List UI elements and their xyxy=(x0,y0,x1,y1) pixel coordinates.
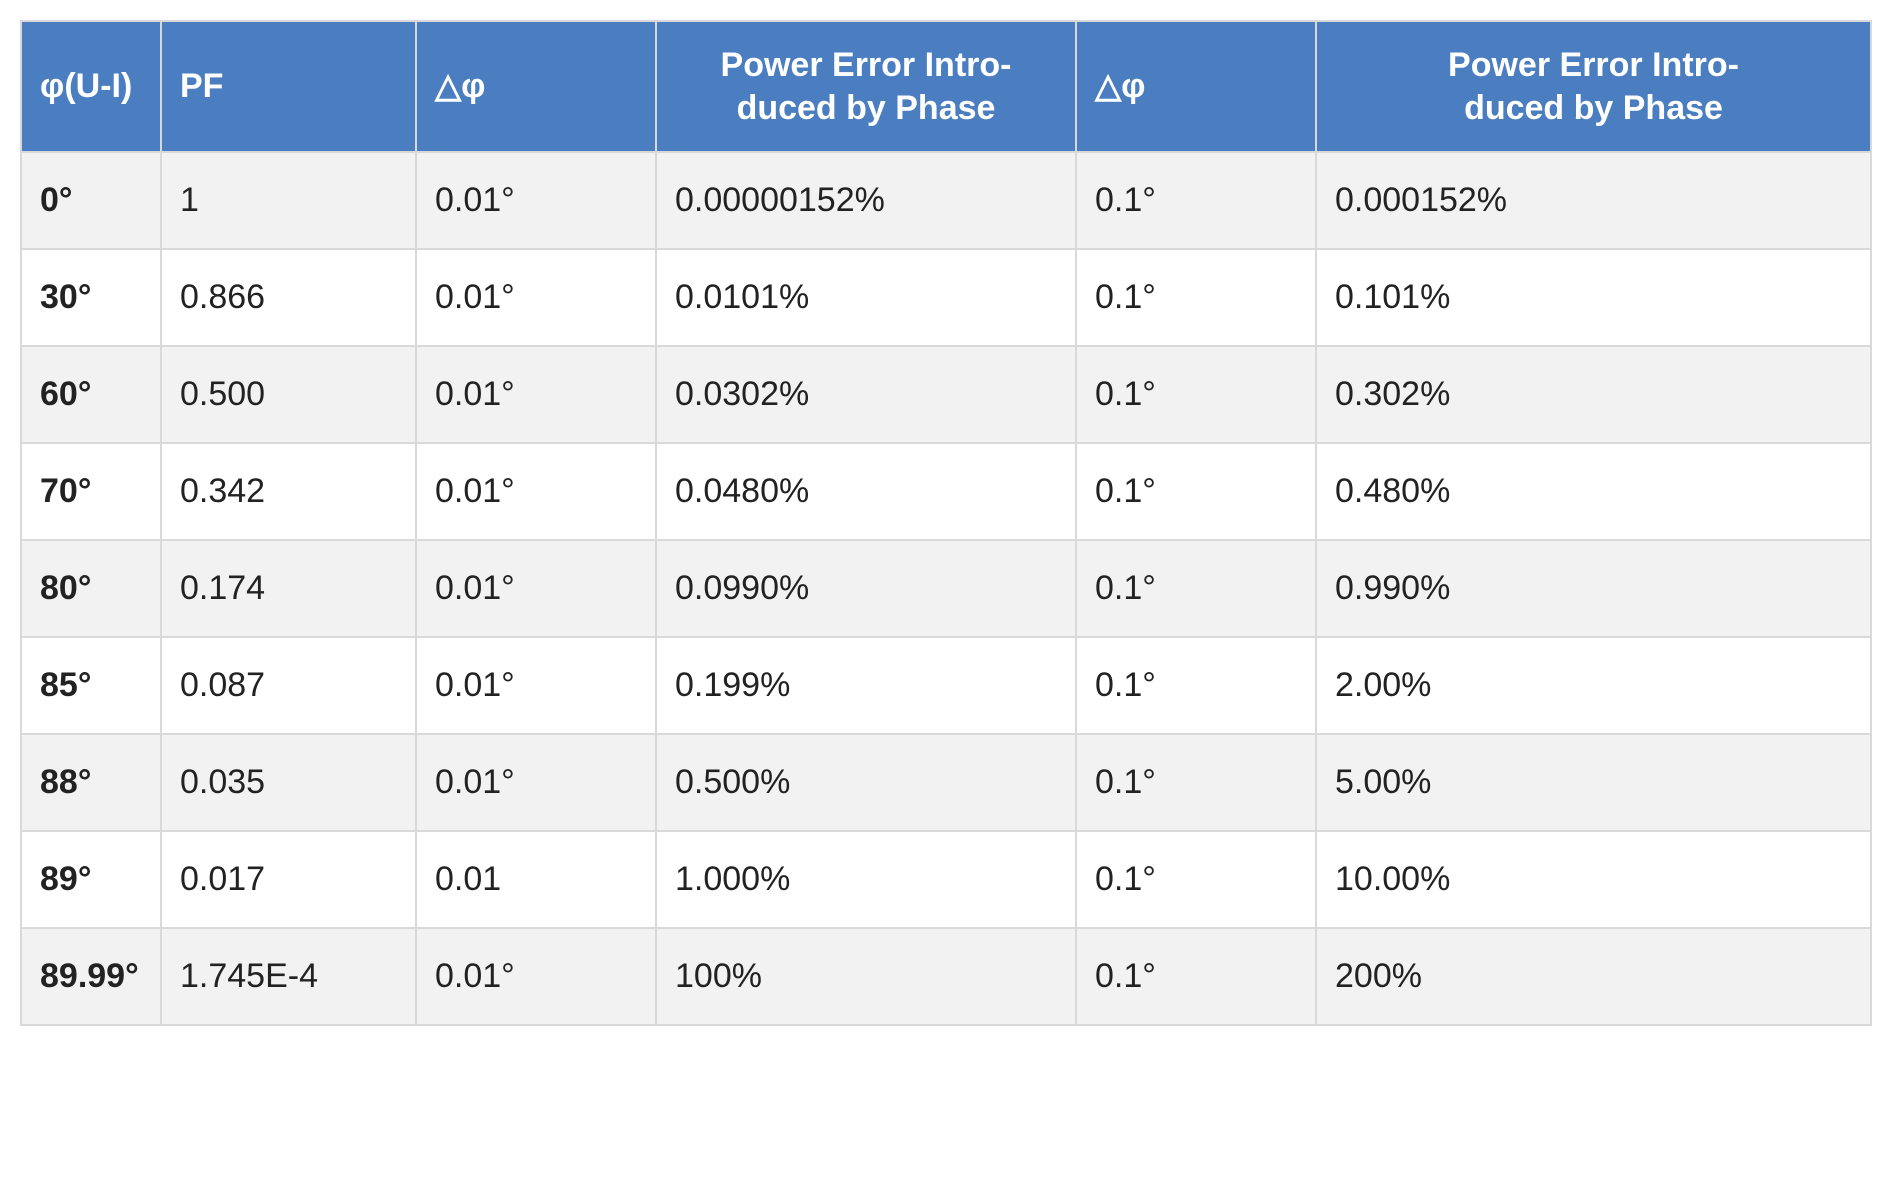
cell-dphi1: 0.01° xyxy=(416,734,656,831)
cell-err1: 0.500% xyxy=(656,734,1076,831)
cell-pf: 1.745E-4 xyxy=(161,928,416,1025)
cell-dphi2: 0.1° xyxy=(1076,346,1316,443)
cell-err2: 200% xyxy=(1316,928,1871,1025)
cell-dphi2: 0.1° xyxy=(1076,831,1316,928)
cell-dphi1: 0.01° xyxy=(416,443,656,540)
col-power-error-1: Power Error Intro-duced by Phase xyxy=(656,21,1076,152)
cell-err2: 0.480% xyxy=(1316,443,1871,540)
cell-err1: 0.0480% xyxy=(656,443,1076,540)
table-body: 0° 1 0.01° 0.00000152% 0.1° 0.000152% 30… xyxy=(21,152,1871,1025)
cell-dphi2: 0.1° xyxy=(1076,928,1316,1025)
table-row: 88° 0.035 0.01° 0.500% 0.1° 5.00% xyxy=(21,734,1871,831)
col-phi-ui: φ(U-I) xyxy=(21,21,161,152)
cell-dphi1: 0.01° xyxy=(416,249,656,346)
cell-err1: 0.0101% xyxy=(656,249,1076,346)
table-row: 89° 0.017 0.01 1.000% 0.1° 10.00% xyxy=(21,831,1871,928)
table-row: 70° 0.342 0.01° 0.0480% 0.1° 0.480% xyxy=(21,443,1871,540)
table-row: 80° 0.174 0.01° 0.0990% 0.1° 0.990% xyxy=(21,540,1871,637)
cell-phi: 30° xyxy=(21,249,161,346)
cell-dphi2: 0.1° xyxy=(1076,443,1316,540)
cell-phi: 80° xyxy=(21,540,161,637)
cell-dphi1: 0.01° xyxy=(416,540,656,637)
cell-dphi2: 0.1° xyxy=(1076,152,1316,249)
table-row: 89.99° 1.745E-4 0.01° 100% 0.1° 200% xyxy=(21,928,1871,1025)
col-pf: PF xyxy=(161,21,416,152)
col-delta-phi-2: △φ xyxy=(1076,21,1316,152)
cell-err2: 2.00% xyxy=(1316,637,1871,734)
cell-pf: 0.087 xyxy=(161,637,416,734)
cell-err2: 5.00% xyxy=(1316,734,1871,831)
cell-err2: 0.000152% xyxy=(1316,152,1871,249)
cell-phi: 89.99° xyxy=(21,928,161,1025)
table-row: 60° 0.500 0.01° 0.0302% 0.1° 0.302% xyxy=(21,346,1871,443)
cell-err1: 100% xyxy=(656,928,1076,1025)
cell-err2: 10.00% xyxy=(1316,831,1871,928)
cell-err2: 0.990% xyxy=(1316,540,1871,637)
cell-pf: 0.866 xyxy=(161,249,416,346)
cell-err1: 0.199% xyxy=(656,637,1076,734)
cell-err2: 0.101% xyxy=(1316,249,1871,346)
cell-dphi2: 0.1° xyxy=(1076,249,1316,346)
cell-phi: 88° xyxy=(21,734,161,831)
col-delta-phi-1: △φ xyxy=(416,21,656,152)
table-row: 85° 0.087 0.01° 0.199% 0.1° 2.00% xyxy=(21,637,1871,734)
cell-pf: 0.174 xyxy=(161,540,416,637)
phase-error-table: φ(U-I) PF △φ Power Error Intro-duced by … xyxy=(20,20,1872,1026)
cell-dphi1: 0.01° xyxy=(416,928,656,1025)
cell-pf: 0.017 xyxy=(161,831,416,928)
cell-err2: 0.302% xyxy=(1316,346,1871,443)
cell-dphi1: 0.01 xyxy=(416,831,656,928)
cell-dphi1: 0.01° xyxy=(416,637,656,734)
cell-phi: 0° xyxy=(21,152,161,249)
col-power-error-2: Power Error Intro-duced by Phase xyxy=(1316,21,1871,152)
cell-err1: 1.000% xyxy=(656,831,1076,928)
table-header: φ(U-I) PF △φ Power Error Intro-duced by … xyxy=(21,21,1871,152)
cell-dphi1: 0.01° xyxy=(416,346,656,443)
table-row: 0° 1 0.01° 0.00000152% 0.1° 0.000152% xyxy=(21,152,1871,249)
cell-err1: 0.0990% xyxy=(656,540,1076,637)
cell-dphi1: 0.01° xyxy=(416,152,656,249)
cell-pf: 0.035 xyxy=(161,734,416,831)
table-row: 30° 0.866 0.01° 0.0101% 0.1° 0.101% xyxy=(21,249,1871,346)
cell-dphi2: 0.1° xyxy=(1076,540,1316,637)
cell-dphi2: 0.1° xyxy=(1076,637,1316,734)
cell-phi: 85° xyxy=(21,637,161,734)
cell-phi: 89° xyxy=(21,831,161,928)
cell-phi: 60° xyxy=(21,346,161,443)
cell-err1: 0.0302% xyxy=(656,346,1076,443)
cell-pf: 0.500 xyxy=(161,346,416,443)
cell-err1: 0.00000152% xyxy=(656,152,1076,249)
cell-pf: 1 xyxy=(161,152,416,249)
cell-dphi2: 0.1° xyxy=(1076,734,1316,831)
cell-phi: 70° xyxy=(21,443,161,540)
cell-pf: 0.342 xyxy=(161,443,416,540)
